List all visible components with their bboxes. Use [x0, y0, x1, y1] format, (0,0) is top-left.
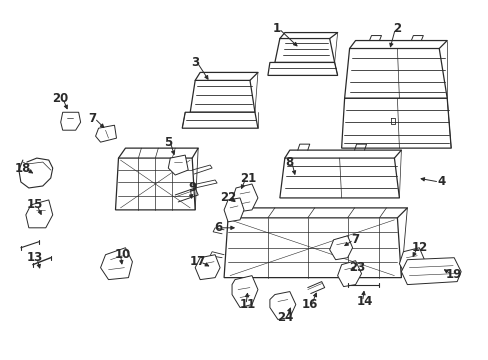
Polygon shape [329, 236, 352, 260]
Polygon shape [274, 39, 334, 62]
Text: 18: 18 [15, 162, 31, 175]
Text: 3: 3 [191, 56, 199, 69]
Text: 17: 17 [190, 255, 206, 268]
Text: 21: 21 [240, 171, 256, 185]
Polygon shape [115, 158, 195, 210]
Polygon shape [341, 98, 450, 148]
Text: 11: 11 [240, 298, 256, 311]
Polygon shape [168, 155, 188, 175]
Polygon shape [26, 200, 53, 228]
Polygon shape [269, 292, 295, 319]
Text: 7: 7 [351, 233, 359, 246]
Text: 24: 24 [276, 311, 292, 324]
Polygon shape [399, 248, 425, 276]
Polygon shape [279, 158, 399, 198]
Polygon shape [224, 198, 244, 222]
Text: 12: 12 [410, 241, 427, 254]
Polygon shape [101, 248, 132, 280]
Text: 1: 1 [272, 22, 281, 35]
Polygon shape [267, 62, 337, 75]
Text: 7: 7 [88, 112, 97, 125]
Polygon shape [232, 184, 258, 212]
Text: 22: 22 [220, 192, 236, 204]
Text: 6: 6 [214, 221, 222, 234]
Text: 23: 23 [349, 261, 365, 274]
Polygon shape [95, 125, 116, 142]
Text: 15: 15 [26, 198, 43, 211]
Polygon shape [224, 218, 401, 278]
Polygon shape [337, 261, 361, 287]
Polygon shape [195, 255, 220, 280]
Text: 14: 14 [356, 295, 372, 308]
Text: 8: 8 [285, 156, 293, 168]
Polygon shape [190, 80, 254, 112]
Text: 16: 16 [301, 298, 317, 311]
Text: 4: 4 [436, 175, 445, 189]
Polygon shape [344, 49, 447, 98]
Text: 5: 5 [164, 136, 172, 149]
Text: 2: 2 [392, 22, 401, 35]
Text: 10: 10 [114, 248, 130, 261]
Text: 20: 20 [53, 92, 69, 105]
Polygon shape [61, 112, 81, 130]
Text: 19: 19 [445, 268, 462, 281]
Polygon shape [232, 276, 258, 307]
Polygon shape [182, 112, 258, 128]
Text: 9: 9 [188, 181, 196, 194]
Polygon shape [401, 258, 460, 285]
Text: 13: 13 [27, 251, 43, 264]
